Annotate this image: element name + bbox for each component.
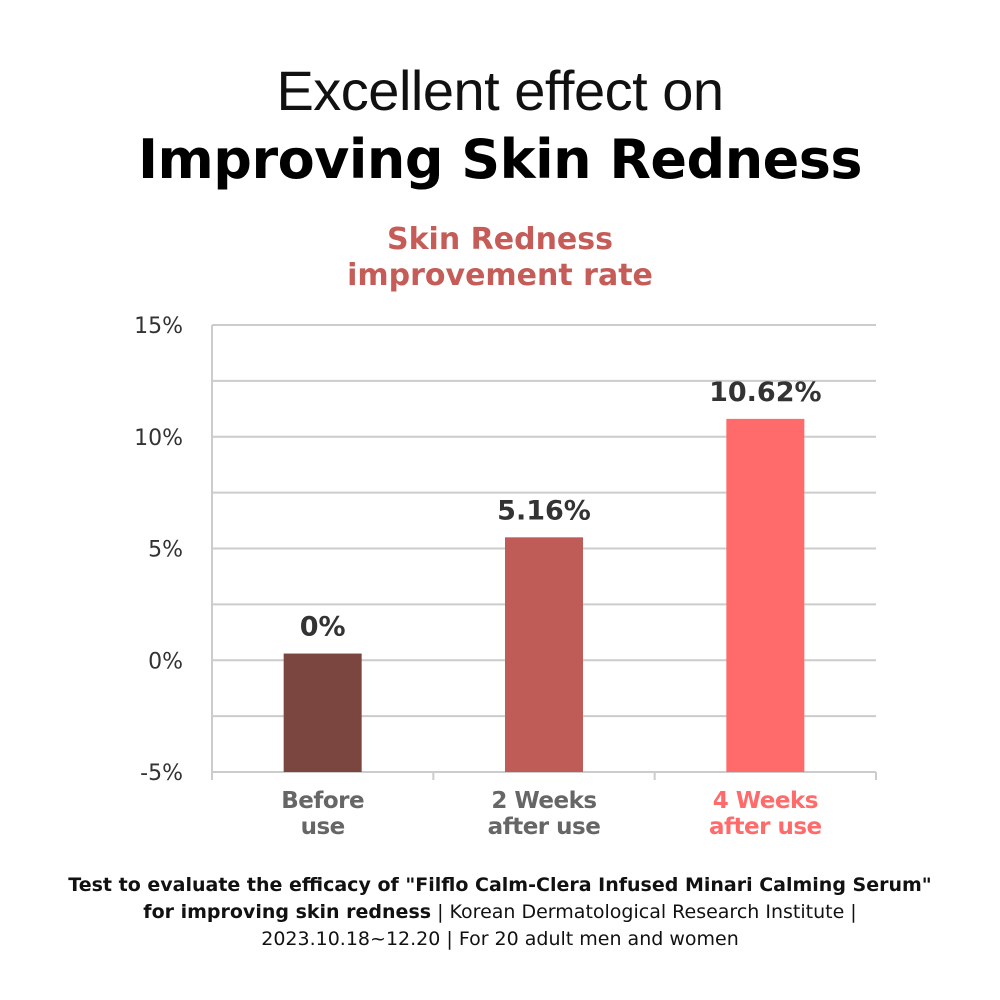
footnote-line-1: Test to evaluate the efficacy of "Filflo… bbox=[68, 874, 932, 896]
data-label: 0% bbox=[300, 612, 346, 643]
y-tick-label: 15% bbox=[134, 314, 183, 339]
data-label: 5.16% bbox=[497, 495, 591, 526]
footnote-source-text: | Korean Dermatological Research Institu… bbox=[431, 901, 857, 923]
footnote-line-3: 2023.10.18~12.20 | For 20 adult men and … bbox=[261, 928, 739, 950]
data-label: 10.62% bbox=[709, 377, 821, 408]
chart-title-line-1: Skin Redness bbox=[387, 222, 613, 257]
bar bbox=[726, 418, 805, 772]
category-label: Before bbox=[281, 788, 364, 814]
y-tick-label: -5% bbox=[140, 761, 183, 786]
category-label: use bbox=[301, 814, 345, 840]
bar bbox=[505, 537, 583, 772]
category-label: after use bbox=[488, 814, 601, 840]
bar bbox=[283, 653, 362, 772]
footnote-bold-text: for improving skin redness bbox=[143, 901, 432, 923]
headline-line-1: Excellent effect on bbox=[276, 59, 724, 122]
y-tick-label: 0% bbox=[148, 649, 183, 674]
chart-title-line-2: improvement rate bbox=[347, 258, 653, 293]
category-label: 4 Weeks bbox=[713, 788, 818, 814]
category-label: after use bbox=[709, 814, 822, 840]
category-label: 2 Weeks bbox=[491, 788, 596, 814]
y-tick-label: 10% bbox=[134, 426, 183, 451]
headline-line-2: Improving Skin Redness bbox=[137, 128, 863, 191]
y-tick-label: 5% bbox=[148, 538, 183, 563]
footnote-line-2: for improving skin redness | Korean Derm… bbox=[0, 901, 1000, 923]
